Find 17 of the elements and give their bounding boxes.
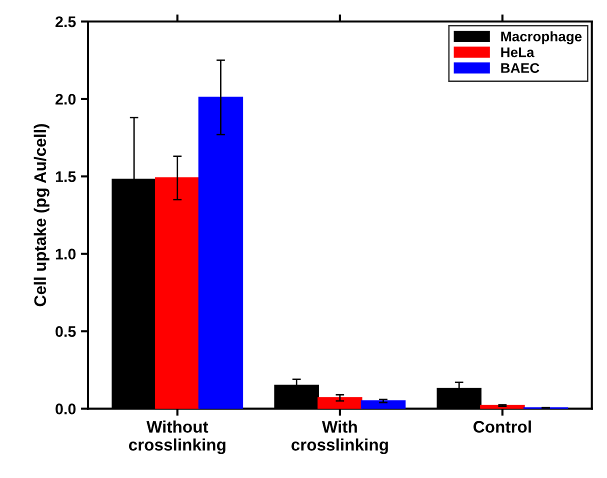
bar xyxy=(360,400,406,409)
x-tick-label: Without crosslinking xyxy=(128,420,226,454)
bar xyxy=(198,96,244,409)
x-tick-label: Control xyxy=(474,420,531,433)
bar xyxy=(318,397,362,409)
y-tick-label: 2.5 xyxy=(56,16,76,28)
y-tick-label: 0.5 xyxy=(56,326,76,337)
x-tick-label: With crosslinking xyxy=(291,420,388,454)
y-tick-label: 2.0 xyxy=(56,94,76,105)
bar xyxy=(155,177,200,409)
y-tick-label: 1.5 xyxy=(56,171,76,182)
legend-label: BAEC xyxy=(501,63,540,73)
legend-label: Macrophage xyxy=(501,31,582,44)
y-tick-label: 0.0 xyxy=(56,404,76,414)
y-tick-label: 1.0 xyxy=(56,248,76,260)
legend-label: HeLa xyxy=(501,48,534,58)
y-axis-title: Cell uptake (pg Au/cell) xyxy=(34,124,50,306)
